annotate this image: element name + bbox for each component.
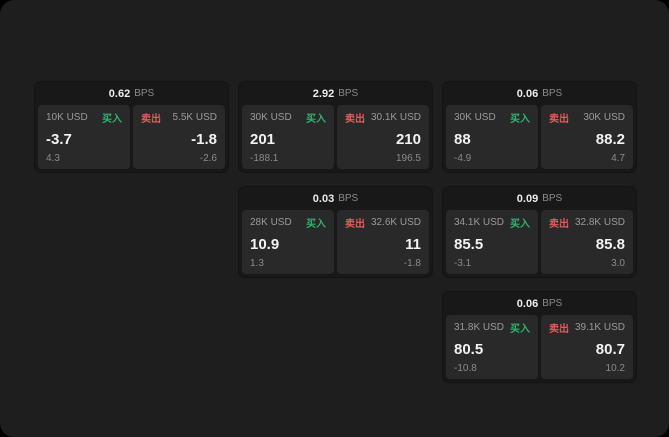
sell-price: 210 [395, 130, 421, 148]
sell-tile[interactable]: 卖出 32.6K USD 11 -1.8 [337, 210, 429, 274]
quote-body: 30K USD 买入 201 -188.1 卖出 30.1K USD 210 1… [242, 105, 429, 169]
bps-header: 0.03 BPS [239, 187, 432, 210]
buy-delta: -10.8 [454, 363, 477, 374]
sell-price: 11 [405, 235, 421, 253]
buy-tile[interactable]: 10K USD 买入 -3.7 4.3 [38, 105, 130, 169]
buy-button[interactable]: 买入 [306, 110, 326, 125]
bps-header: 0.62 BPS [35, 82, 228, 105]
buy-amount: 31.8K USD [454, 321, 505, 333]
quote-card: 0.06 BPS 31.8K USD 买入 80.5 -10.8 卖出 39.1… [443, 292, 636, 382]
sell-button[interactable]: 卖出 [549, 215, 569, 230]
sell-amount: 32.8K USD [574, 216, 625, 228]
sell-price: -1.8 [191, 130, 217, 148]
sell-button[interactable]: 卖出 [549, 320, 569, 335]
bps-value: 0.06 [516, 297, 539, 310]
sell-delta: 3.0 [611, 258, 625, 269]
buy-amount: 30K USD [454, 111, 496, 123]
bps-header: 0.09 BPS [443, 187, 636, 210]
buy-amount: 34.1K USD [454, 216, 505, 228]
sell-delta: 196.5 [395, 153, 421, 164]
buy-button[interactable]: 买入 [102, 110, 122, 125]
quote-body: 28K USD 买入 10.9 1.3 卖出 32.6K USD 11 -1.8 [242, 210, 429, 274]
bps-unit: BPS [134, 88, 155, 99]
quote-body: 31.8K USD 买入 80.5 -10.8 卖出 39.1K USD 80.… [446, 315, 633, 379]
quote-grid: 0.62 BPS 10K USD 买入 -3.7 4.3 卖出 5.5K USD… [35, 82, 636, 382]
sell-button[interactable]: 卖出 [345, 110, 365, 125]
buy-tile[interactable]: 30K USD 买入 201 -188.1 [242, 105, 334, 169]
bps-unit: BPS [338, 88, 359, 99]
sell-price: 80.7 [595, 340, 625, 358]
quote-card: 2.92 BPS 30K USD 买入 201 -188.1 卖出 30.1K … [239, 82, 432, 172]
sell-amount: 39.1K USD [574, 321, 625, 333]
buy-button[interactable]: 买入 [306, 215, 326, 230]
buy-tile[interactable]: 28K USD 买入 10.9 1.3 [242, 210, 334, 274]
sell-delta: 10.2 [605, 363, 625, 374]
buy-delta: -188.1 [250, 153, 279, 164]
buy-button[interactable]: 买入 [510, 320, 530, 335]
sell-tile[interactable]: 卖出 39.1K USD 80.7 10.2 [541, 315, 633, 379]
sell-button[interactable]: 卖出 [549, 110, 569, 125]
buy-delta: 1.3 [250, 258, 264, 269]
sell-price: 85.8 [595, 235, 625, 253]
buy-price: -3.7 [46, 130, 72, 148]
buy-price: 88 [454, 130, 471, 148]
buy-amount: 28K USD [250, 216, 292, 228]
sell-amount: 5.5K USD [172, 111, 217, 123]
quote-card: 0.06 BPS 30K USD 买入 88 -4.9 卖出 30K USD 8… [443, 82, 636, 172]
sell-delta: 4.7 [611, 153, 625, 164]
buy-price: 10.9 [250, 235, 280, 253]
bps-value: 0.06 [516, 87, 539, 100]
buy-button[interactable]: 买入 [510, 215, 530, 230]
bps-unit: BPS [542, 298, 563, 309]
buy-price: 201 [250, 130, 276, 148]
sell-amount: 30K USD [583, 111, 625, 123]
quote-card: 0.09 BPS 34.1K USD 买入 85.5 -3.1 卖出 32.8K… [443, 187, 636, 277]
sell-amount: 30.1K USD [370, 111, 421, 123]
buy-price: 85.5 [454, 235, 484, 253]
bps-value: 0.09 [516, 192, 539, 205]
sell-delta: -2.6 [199, 153, 217, 164]
bps-value: 0.62 [108, 87, 131, 100]
bps-header: 2.92 BPS [239, 82, 432, 105]
bps-header: 0.06 BPS [443, 292, 636, 315]
bps-unit: BPS [542, 193, 563, 204]
buy-delta: -3.1 [454, 258, 472, 269]
sell-price: 88.2 [595, 130, 625, 148]
buy-price: 80.5 [454, 340, 484, 358]
buy-amount: 10K USD [46, 111, 88, 123]
bps-value: 2.92 [312, 87, 335, 100]
buy-button[interactable]: 买入 [510, 110, 530, 125]
bps-unit: BPS [338, 193, 359, 204]
buy-delta: -4.9 [454, 153, 472, 164]
quote-card: 0.03 BPS 28K USD 买入 10.9 1.3 卖出 32.6K US… [239, 187, 432, 277]
quote-body: 10K USD 买入 -3.7 4.3 卖出 5.5K USD -1.8 -2.… [38, 105, 225, 169]
bps-value: 0.03 [312, 192, 335, 205]
sell-button[interactable]: 卖出 [345, 215, 365, 230]
quote-body: 30K USD 买入 88 -4.9 卖出 30K USD 88.2 4.7 [446, 105, 633, 169]
quote-card: 0.62 BPS 10K USD 买入 -3.7 4.3 卖出 5.5K USD… [35, 82, 228, 172]
bps-unit: BPS [542, 88, 563, 99]
buy-amount: 30K USD [250, 111, 292, 123]
sell-tile[interactable]: 卖出 5.5K USD -1.8 -2.6 [133, 105, 225, 169]
sell-button[interactable]: 卖出 [141, 110, 161, 125]
sell-tile[interactable]: 卖出 30K USD 88.2 4.7 [541, 105, 633, 169]
sell-delta: -1.8 [403, 258, 421, 269]
buy-tile[interactable]: 34.1K USD 买入 85.5 -3.1 [446, 210, 538, 274]
bps-header: 0.06 BPS [443, 82, 636, 105]
quote-body: 34.1K USD 买入 85.5 -3.1 卖出 32.8K USD 85.8… [446, 210, 633, 274]
buy-tile[interactable]: 30K USD 买入 88 -4.9 [446, 105, 538, 169]
sell-tile[interactable]: 卖出 32.8K USD 85.8 3.0 [541, 210, 633, 274]
sell-amount: 32.6K USD [370, 216, 421, 228]
sell-tile[interactable]: 卖出 30.1K USD 210 196.5 [337, 105, 429, 169]
buy-tile[interactable]: 31.8K USD 买入 80.5 -10.8 [446, 315, 538, 379]
buy-delta: 4.3 [46, 153, 60, 164]
